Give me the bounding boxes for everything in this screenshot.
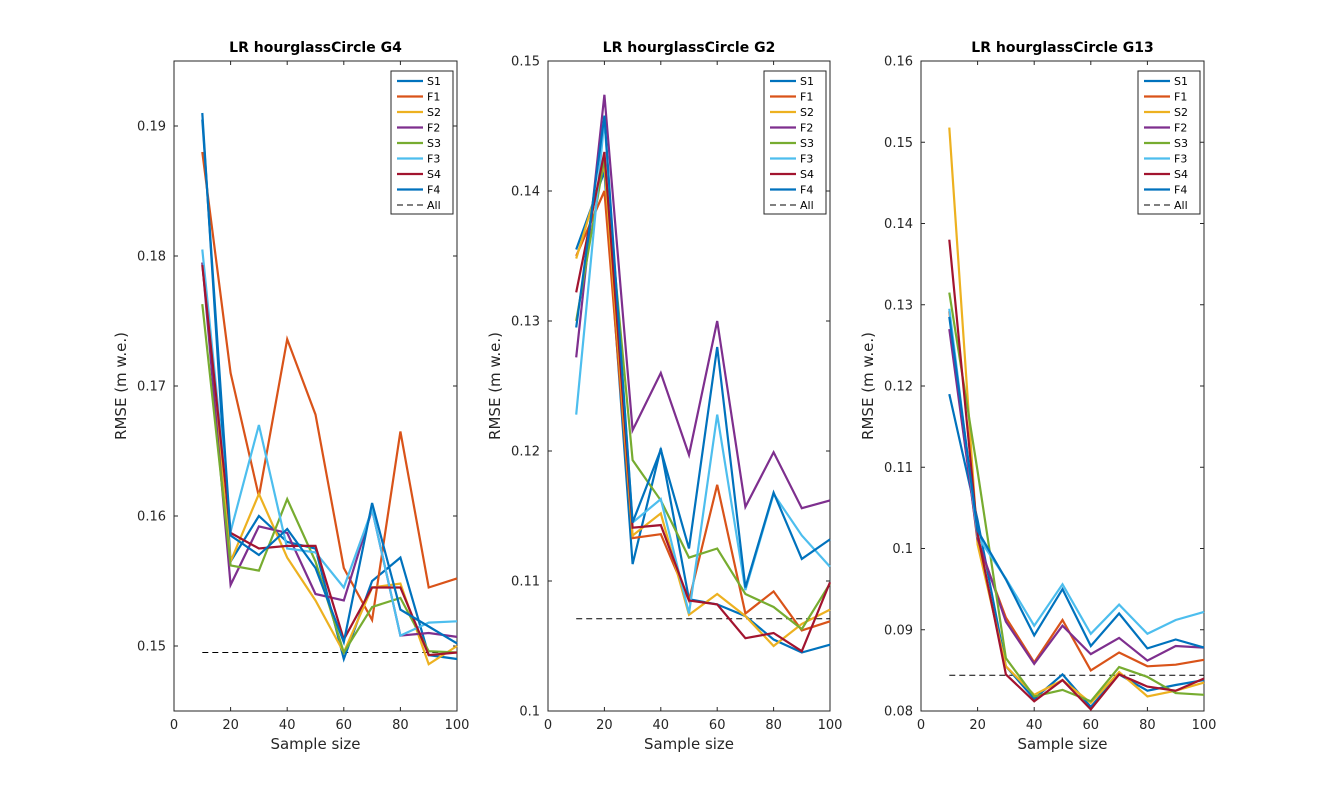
series-line-s4 xyxy=(575,151,832,653)
legend-label: F4 xyxy=(800,184,813,197)
y-tick-label: 0.13 xyxy=(884,298,913,313)
legend-label: S2 xyxy=(1174,106,1188,119)
legend-label: F2 xyxy=(800,122,813,135)
y-tick-label: 0.1 xyxy=(892,542,913,557)
x-tick-label: 60 xyxy=(709,718,726,733)
x-tick-label: 40 xyxy=(279,718,296,733)
y-tick-label: 0.14 xyxy=(884,217,913,232)
y-axis-label: RMSE (m w.e.) xyxy=(112,332,130,440)
legend-label: S4 xyxy=(800,168,814,181)
series-line-s4 xyxy=(948,239,1205,712)
x-axis-label: Sample size xyxy=(644,735,734,753)
x-tick-label: 20 xyxy=(969,718,986,733)
series-line-f2 xyxy=(575,94,831,511)
x-tick-label: 100 xyxy=(1192,718,1217,733)
x-tick-label: 60 xyxy=(336,718,353,733)
y-tick-label: 0.15 xyxy=(884,136,913,151)
x-tick-label: 100 xyxy=(818,718,843,733)
x-tick-label: 20 xyxy=(222,718,239,733)
series-line-f3 xyxy=(201,249,458,638)
legend-label: S3 xyxy=(800,137,814,150)
legend-label: S3 xyxy=(427,137,441,150)
legend-label: All xyxy=(800,199,814,212)
y-tick-label: 0.12 xyxy=(511,445,540,460)
x-axis-label: Sample size xyxy=(1017,735,1107,753)
x-tick-label: 20 xyxy=(596,718,613,733)
y-tick-label: 0.09 xyxy=(884,623,913,638)
y-tick-label: 0.18 xyxy=(137,250,166,265)
chart-title: LR hourglassCircle G2 xyxy=(603,40,776,56)
x-tick-label: 40 xyxy=(653,718,670,733)
legend-label: S1 xyxy=(427,75,441,88)
x-tick-label: 40 xyxy=(1026,718,1043,733)
y-tick-label: 0.16 xyxy=(137,510,166,525)
axes-box xyxy=(547,60,831,712)
x-tick-label: 80 xyxy=(392,718,409,733)
x-tick-label: 80 xyxy=(1139,718,1156,733)
y-tick-label: 0.19 xyxy=(137,120,166,135)
y-tick-label: 0.11 xyxy=(884,461,913,476)
y-tick-label: 0.16 xyxy=(884,55,913,70)
legend-label: S2 xyxy=(800,106,814,119)
y-tick-label: 0.15 xyxy=(511,55,540,70)
legend-label: S1 xyxy=(800,75,814,88)
x-tick-label: 0 xyxy=(170,718,178,733)
legend-label: S1 xyxy=(1174,75,1188,88)
chart-title: LR hourglassCircle G4 xyxy=(229,40,402,56)
y-tick-label: 0.17 xyxy=(137,380,166,395)
legend-label: S4 xyxy=(427,168,441,181)
legend: S1 F1 S2 F2 S3 F3 S4 F4 All xyxy=(763,70,827,215)
legend-label: F1 xyxy=(427,91,440,104)
x-axis-label: Sample size xyxy=(270,735,360,753)
series-line-f4 xyxy=(948,316,1205,650)
legend: S1 F1 S2 F2 S3 F3 S4 F4 All xyxy=(1137,70,1201,215)
legend-label: All xyxy=(1174,199,1188,212)
series-line-f4 xyxy=(575,115,831,588)
y-tick-label: 0.15 xyxy=(137,640,166,655)
x-tick-label: 0 xyxy=(917,718,925,733)
y-tick-label: 0.13 xyxy=(511,315,540,330)
y-tick-label: 0.08 xyxy=(884,705,913,720)
legend-label: F3 xyxy=(800,153,813,166)
series-line-f3 xyxy=(948,308,1205,636)
series-line-f4 xyxy=(201,119,458,647)
y-tick-label: 0.12 xyxy=(884,380,913,395)
x-tick-label: 80 xyxy=(765,718,782,733)
series-line-f1 xyxy=(201,151,458,624)
x-tick-label: 0 xyxy=(544,718,552,733)
legend-label: F3 xyxy=(1174,153,1187,166)
y-tick-label: 0.11 xyxy=(511,575,540,590)
legend-label: S2 xyxy=(427,106,441,119)
series-line-f2 xyxy=(948,328,1205,666)
x-tick-label: 60 xyxy=(1083,718,1100,733)
chart-panel-3: 0 20 40 60 80 100 0.08 0.09 0.1 0.11 0.12 0.13 0.14 0… xyxy=(859,40,1216,753)
y-axis-label: RMSE (m w.e.) xyxy=(859,332,877,440)
chart-panel-2: 0 20 40 60 80 100 0.1 0.11 0.12 0.13 0.14 0.15 LR ho… xyxy=(486,40,842,753)
x-tick-label: 100 xyxy=(445,718,470,733)
legend-label: F1 xyxy=(800,91,813,104)
legend-label: S4 xyxy=(1174,168,1188,181)
legend: S1 F1 S2 F2 S3 F3 S4 F4 All xyxy=(390,70,454,215)
legend-label: All xyxy=(427,199,441,212)
legend-label: F4 xyxy=(427,184,440,197)
y-tick-label: 0.1 xyxy=(519,705,540,720)
legend-label: F2 xyxy=(427,122,440,135)
y-tick-label: 0.14 xyxy=(511,185,540,200)
legend-label: F4 xyxy=(1174,184,1187,197)
legend-label: F1 xyxy=(1174,91,1187,104)
y-axis-label: RMSE (m w.e.) xyxy=(486,332,504,440)
legend-label: F3 xyxy=(427,153,440,166)
legend-label: F2 xyxy=(1174,122,1187,135)
series-line-f2 xyxy=(201,262,458,638)
legend-label: S3 xyxy=(1174,137,1188,150)
chart-title: LR hourglassCircle G13 xyxy=(971,40,1153,56)
chart-panel-1: 0 20 40 60 80 100 0.15 0.16 0.17 0.18 0.19 LR hourg… xyxy=(112,40,469,753)
series-line-s4 xyxy=(201,264,458,657)
